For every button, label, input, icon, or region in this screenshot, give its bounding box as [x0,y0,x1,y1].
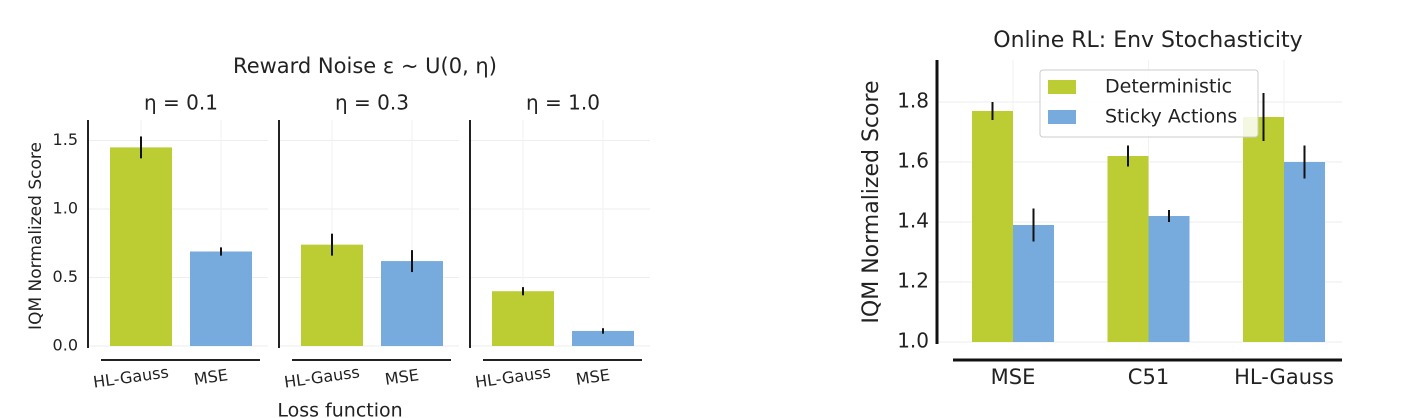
x-tick-label: MSE [193,365,229,389]
y-tick-label: 1.0 [53,199,78,218]
figure-title: Reward Noise ε ~ U(0, η) [233,54,497,78]
x-tick-label: C51 [1128,365,1169,389]
y-tick-label: 1.2 [897,269,929,293]
bar [1148,216,1190,342]
bar [190,251,252,346]
y-tick-label: 1.5 [53,130,78,149]
legend-label: Deterministic [1105,76,1232,98]
bar [1284,162,1325,342]
bar [381,261,443,346]
y-tick-label: 1.4 [897,209,929,233]
y-tick-label: 0.5 [53,267,78,286]
bar [1243,117,1284,342]
bar [1107,156,1149,342]
chart-title: Online RL: Env Stochasticity [993,28,1302,53]
y-tick-label: 1.0 [897,329,929,353]
x-tick-label: HL-Gauss [1234,365,1334,389]
y-tick-label: 0.0 [53,336,78,355]
legend-swatch [1048,80,1076,94]
legend-box [1039,69,1259,138]
x-tick-label: HL-Gauss [92,362,170,391]
y-axis-label: IQM Normalized Score [859,80,884,323]
legend-label: Sticky Actions [1105,106,1237,128]
bar [1013,225,1054,342]
bar [972,111,1013,342]
panel-title: η = 1.0 [526,91,600,115]
panel-title: η = 0.1 [144,91,218,115]
bar [301,244,363,346]
x-tick-label: HL-Gauss [474,362,552,391]
bar [572,330,634,346]
y-tick-label: 1.8 [897,89,929,113]
bar [110,147,172,346]
legend-swatch [1048,110,1076,124]
panel-title: η = 0.3 [335,91,409,115]
x-tick-label: MSE [384,365,420,389]
x-axis-label: Loss function [277,400,402,418]
x-tick-label: HL-Gauss [283,362,361,391]
bar [492,291,554,346]
x-tick-label: MSE [991,365,1036,389]
y-tick-label: 1.6 [897,149,929,173]
x-tick-label: MSE [575,365,611,389]
y-axis-label: IQM Normalized Score [26,142,46,330]
